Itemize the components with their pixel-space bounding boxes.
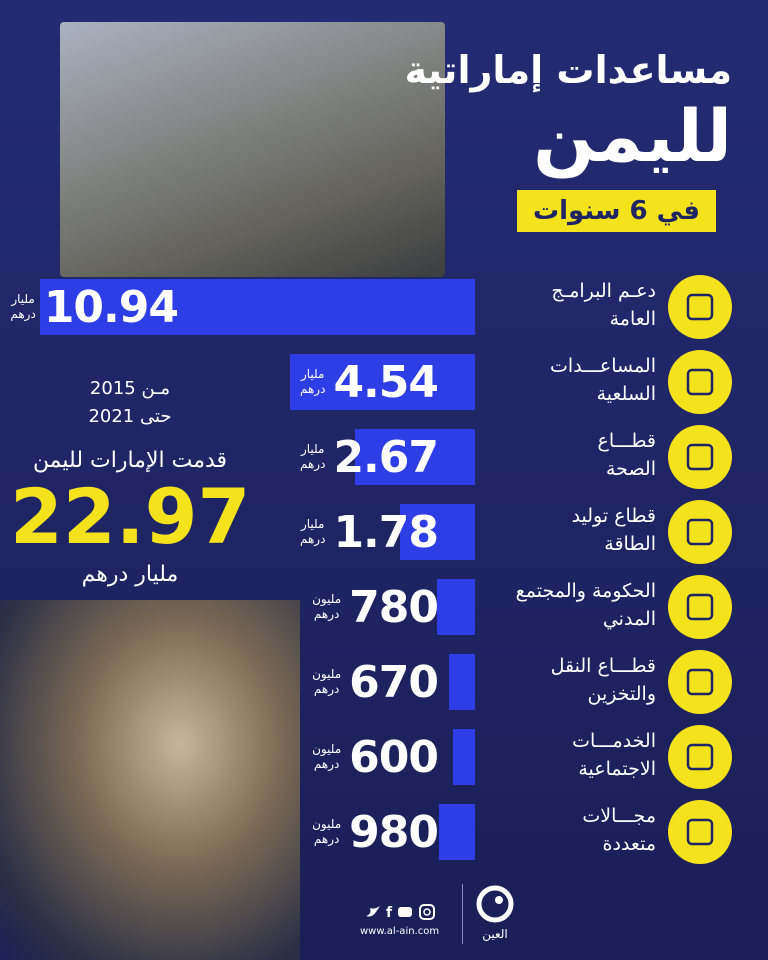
icon <box>668 725 732 789</box>
icon-glyph <box>686 743 714 771</box>
logo-text: العين <box>482 927 508 941</box>
unit: مليون درهم <box>312 592 341 622</box>
unit-line: درهم <box>313 757 340 771</box>
summary-from: مـن 2015 <box>89 378 171 399</box>
website: www.al-ain.com <box>360 926 440 937</box>
unit: مليار درهم <box>300 442 325 472</box>
unit-line: درهم <box>299 382 326 396</box>
icon <box>668 350 732 414</box>
item-label: متعددة <box>602 833 656 855</box>
icon <box>668 500 732 564</box>
value: 780 <box>349 581 439 633</box>
value: 670 <box>349 656 439 708</box>
bar <box>355 429 475 485</box>
item-label: قطـــاع النقل <box>550 655 656 677</box>
bar <box>290 354 475 410</box>
value: 4.54 <box>333 356 439 408</box>
item-label: مجـــالات <box>582 805 656 827</box>
item-label: المدني <box>602 608 656 630</box>
unit-line: مليار <box>300 442 325 456</box>
unit-line: درهم <box>299 532 326 546</box>
icon-glyph <box>686 668 714 696</box>
value: 1.78 <box>333 506 439 558</box>
bar <box>437 579 475 635</box>
value-block: مليار درهم 4.54 <box>300 354 439 410</box>
icon <box>668 800 732 864</box>
item-label: المساعـــدات <box>550 355 656 377</box>
item-label: دعـم البرامـج <box>551 280 656 302</box>
value-block: مليون درهم 780 <box>312 579 439 635</box>
unit-line: مليون <box>312 592 342 606</box>
icon-glyph <box>686 368 714 396</box>
item-label: الطاقة <box>604 533 656 555</box>
title-badge: في 6 سنوات <box>516 190 716 232</box>
bar <box>453 729 475 785</box>
item-label: قطاع توليد <box>571 505 656 527</box>
bar <box>40 279 475 335</box>
bar <box>449 654 475 710</box>
icon <box>668 425 732 489</box>
title: مساعدات إماراتية <box>404 48 732 92</box>
bar <box>439 804 475 860</box>
unit-line: درهم <box>313 607 340 621</box>
item-label: العامة <box>609 308 656 330</box>
social-icons: f <box>366 904 435 921</box>
value-block: مليون درهم 600 <box>312 729 439 785</box>
icon-glyph <box>686 518 714 546</box>
item-label: والتخزين <box>587 683 656 705</box>
value: 2.67 <box>333 431 439 483</box>
bar <box>400 504 475 560</box>
unit-line: درهم <box>10 307 36 321</box>
unit-line: درهم <box>299 457 326 471</box>
value: 10.94 <box>43 281 179 333</box>
icon <box>668 575 732 639</box>
logo-mark <box>476 885 514 923</box>
unit-line: مليار <box>300 367 325 381</box>
value-block: مليون درهم 670 <box>312 654 439 710</box>
unit-line: مليون <box>312 817 342 831</box>
item-label: الصحة <box>606 458 656 480</box>
summary-text: قدمت الإمارات لليمن <box>32 448 228 473</box>
summary-unit: مليار درهم <box>81 562 179 587</box>
icon-glyph <box>686 443 714 471</box>
item-label: قطـــاع <box>597 430 657 452</box>
unit-line: درهم <box>313 832 340 846</box>
unit-line: درهم <box>313 682 340 696</box>
icon <box>668 275 732 339</box>
item-label: الخدمـــات <box>572 730 656 752</box>
value: 600 <box>349 731 439 783</box>
icon <box>668 650 732 714</box>
value-block: مليار درهم 2.67 <box>300 429 439 485</box>
unit: مليار درهم <box>10 292 35 322</box>
value: 980 <box>349 806 439 858</box>
unit-line: مليون <box>312 742 342 756</box>
photo <box>0 600 300 960</box>
unit: مليار درهم <box>300 517 325 547</box>
item-label: السلعية <box>596 383 656 405</box>
value-block: مليار درهم 1.78 <box>300 504 439 560</box>
unit: مليون درهم <box>312 667 341 697</box>
unit-line: مليار <box>11 292 35 306</box>
photo <box>60 22 445 277</box>
summary-to: حتى 2021 <box>88 406 172 427</box>
value-block: مليون درهم 980 <box>312 804 439 860</box>
unit-line: مليار <box>300 517 325 531</box>
icon-glyph <box>686 818 714 846</box>
logo: العين <box>462 884 517 944</box>
svg-text:f: f <box>386 905 393 921</box>
value-block: مليار درهم 10.94 <box>10 279 179 335</box>
unit: مليون درهم <box>312 817 341 847</box>
item-label: الحكومة والمجتمع <box>515 580 656 602</box>
summary-total: 22.97 <box>10 472 251 561</box>
unit-line: مليون <box>312 667 342 681</box>
icon-glyph <box>686 293 714 321</box>
item-label: الاجتماعية <box>578 758 656 780</box>
title-main: لليمن <box>533 94 732 178</box>
unit: مليون درهم <box>312 742 341 772</box>
unit: مليار درهم <box>300 367 325 397</box>
icon-glyph <box>686 593 714 621</box>
